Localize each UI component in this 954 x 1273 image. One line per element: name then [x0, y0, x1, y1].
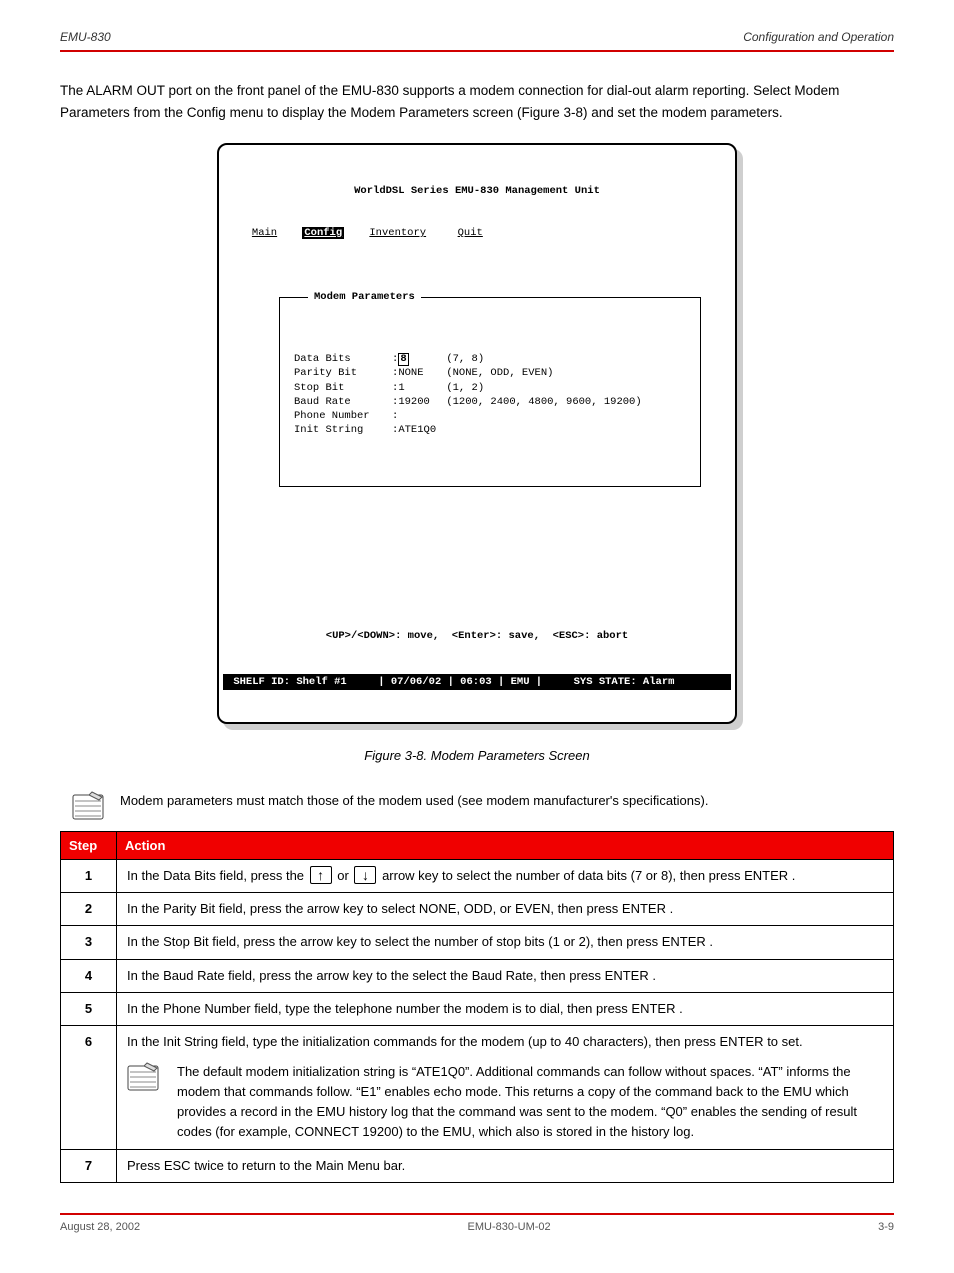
table-row: 7Press ESC twice to return to the Main M…: [61, 1149, 894, 1182]
menu-main[interactable]: Main: [252, 227, 277, 239]
param-row: Parity Bit:NONE(NONE, ODD, EVEN): [294, 366, 686, 380]
param-row: Init String:ATE1Q0: [294, 423, 686, 437]
param-label: Init String: [294, 423, 392, 437]
param-hint: (7, 8): [446, 352, 484, 366]
param-label: Baud Rate: [294, 395, 392, 409]
steps-table: Step Action 1In the Data Bits field, pre…: [60, 831, 894, 1183]
running-header: EMU-830 Configuration and Operation: [60, 30, 894, 44]
param-value[interactable]: 19200: [398, 395, 446, 409]
param-hint: (1200, 2400, 4800, 9600, 19200): [446, 395, 641, 409]
step-action: In the Parity Bit field, press the arrow…: [117, 893, 894, 926]
note-text: Modem parameters must match those of the…: [120, 791, 708, 811]
modem-params-legend: Modem Parameters: [308, 290, 421, 304]
menu-inventory[interactable]: Inventory: [369, 227, 426, 239]
terminal-screenshot: WorldDSL Series EMU-830 Management Unit …: [217, 143, 737, 724]
table-row: 6In the Init String field, type the init…: [61, 1025, 894, 1149]
param-value[interactable]: [398, 409, 446, 423]
param-label: Stop Bit: [294, 381, 392, 395]
table-row: 5In the Phone Number field, type the tel…: [61, 992, 894, 1025]
table-row: 4In the Baud Rate field, press the arrow…: [61, 959, 894, 992]
footer-rule: [60, 1213, 894, 1215]
param-row: Data Bits:8(7, 8): [294, 352, 686, 366]
header-right: Configuration and Operation: [743, 30, 894, 44]
table-row: 2In the Parity Bit field, press the arro…: [61, 893, 894, 926]
param-hint: (1, 2): [446, 381, 484, 395]
menu-quit[interactable]: Quit: [458, 227, 483, 239]
step-action: In the Data Bits field, press the ↑ or ↓…: [117, 860, 894, 893]
param-label: Data Bits: [294, 352, 392, 366]
step-action: In the Stop Bit field, press the arrow k…: [117, 926, 894, 959]
header-left: EMU-830: [60, 30, 111, 44]
menu-config[interactable]: Config: [302, 227, 344, 239]
note-icon: [72, 791, 106, 821]
step-number: 5: [61, 992, 117, 1025]
terminal-title: WorldDSL Series EMU-830 Management Unit: [233, 184, 721, 198]
param-value[interactable]: 1: [398, 381, 446, 395]
step-number: 7: [61, 1149, 117, 1182]
param-row: Phone Number:: [294, 409, 686, 423]
step-action: In the Init String field, type the initi…: [117, 1025, 894, 1149]
param-row: Stop Bit:1(1, 2): [294, 381, 686, 395]
step-number: 3: [61, 926, 117, 959]
terminal-menu: Main Config Inventory Quit: [233, 226, 721, 240]
terminal-status-bar: SHELF ID: Shelf #1 | 07/06/02 | 06:03 | …: [223, 674, 731, 690]
terminal-keyhint: <UP>/<DOWN>: move, <Enter>: save, <ESC>:…: [233, 629, 721, 643]
step-number: 6: [61, 1025, 117, 1149]
param-value[interactable]: 8: [398, 352, 446, 366]
running-footer: August 28, 2002 EMU-830-UM-02 3-9: [60, 1221, 894, 1233]
footer-right: 3-9: [878, 1221, 894, 1233]
step-action: In the Phone Number field, type the tele…: [117, 992, 894, 1025]
modem-params-box: Modem Parameters Data Bits:8(7, 8)Parity…: [279, 297, 701, 487]
param-value[interactable]: NONE: [398, 366, 446, 380]
figure-caption: Figure 3-8. Modem Parameters Screen: [60, 748, 894, 763]
step-action: In the Baud Rate field, press the arrow …: [117, 959, 894, 992]
param-label: Phone Number: [294, 409, 392, 423]
step-number: 4: [61, 959, 117, 992]
table-row: 3In the Stop Bit field, press the arrow …: [61, 926, 894, 959]
intro-paragraph: The ALARM OUT port on the front panel of…: [60, 80, 894, 123]
param-row: Baud Rate:19200(1200, 2400, 4800, 9600, …: [294, 395, 686, 409]
param-value[interactable]: ATE1Q0: [398, 423, 446, 437]
param-hint: (NONE, ODD, EVEN): [446, 366, 553, 380]
footer-center: EMU-830-UM-02: [468, 1221, 551, 1233]
step-number: 2: [61, 893, 117, 926]
col-action: Action: [117, 832, 894, 860]
footer-left: August 28, 2002: [60, 1221, 140, 1233]
param-label: Parity Bit: [294, 366, 392, 380]
step-action: Press ESC twice to return to the Main Me…: [117, 1149, 894, 1182]
table-header-row: Step Action: [61, 832, 894, 860]
page-note: Modem parameters must match those of the…: [72, 791, 894, 821]
step-number: 1: [61, 860, 117, 893]
table-row: 1In the Data Bits field, press the ↑ or …: [61, 860, 894, 893]
header-rule: [60, 50, 894, 52]
col-step: Step: [61, 832, 117, 860]
